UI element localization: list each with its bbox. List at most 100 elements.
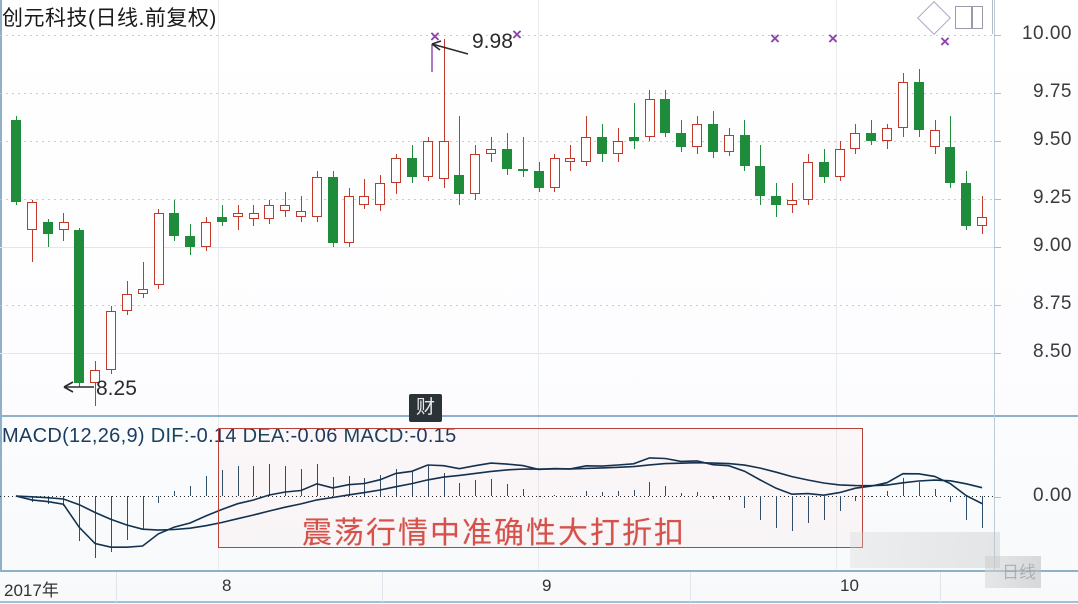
candle-body [676, 132, 686, 148]
commentary-text: 震荡行情中准确性大打折扣 [302, 517, 686, 550]
price-axis-tick [994, 141, 1001, 142]
macd-indicator-name: MACD(12,26,9) [2, 425, 145, 447]
candle-body [914, 81, 924, 131]
macd-histogram-bar [507, 484, 508, 496]
price-tick-label: 8.75 [1033, 293, 1072, 314]
period-watermark: 日线 [1002, 563, 1036, 582]
macd-histogram-bar [982, 496, 983, 528]
candle-wick [523, 136, 524, 178]
macd-panel [0, 417, 1078, 570]
macd-histogram-bar [808, 496, 809, 524]
purple-cross-marker: × [770, 29, 780, 48]
macd-histogram-bar [523, 489, 524, 496]
macd-histogram-bar [634, 490, 635, 496]
site-watermark-logo: 财 [409, 394, 442, 422]
candle-body [249, 213, 259, 220]
candle-body [550, 157, 560, 188]
candle-body [407, 157, 417, 178]
minor-gridline [116, 572, 117, 602]
candle-body [803, 162, 813, 201]
candle-body [708, 124, 718, 152]
price-axis-tick [994, 93, 1001, 94]
macd-zero-line [0, 496, 994, 497]
candle-body [439, 141, 449, 180]
macd-histogram-bar [665, 485, 666, 496]
candle-body [819, 162, 829, 178]
candle-body [534, 170, 544, 188]
macd-histogram-bar [158, 496, 159, 504]
window-icon[interactable] [955, 6, 983, 29]
price-gridline [0, 353, 994, 354]
macd-histogram-bar [554, 495, 555, 497]
diamond-icon[interactable] [917, 1, 951, 35]
macd-histogram-bar [444, 473, 445, 496]
macd-histogram-bar [79, 496, 80, 542]
bottom-border [0, 601, 1078, 603]
candle-body [43, 221, 53, 235]
price-tick-label: 10.00 [1021, 23, 1072, 44]
candle-body [502, 149, 512, 169]
candle-body [565, 157, 575, 163]
candle-body [201, 221, 211, 247]
candle-body [27, 202, 37, 231]
macd-histogram-bar [792, 496, 793, 532]
macd-histogram-bar [127, 496, 128, 541]
macd-histogram-bar [919, 481, 920, 496]
minor-gridline [690, 572, 691, 602]
candle-body [375, 183, 385, 205]
purple-cross-marker: × [512, 25, 522, 44]
candle-body [138, 289, 148, 294]
date-gridline [538, 417, 539, 570]
candle-wick [222, 204, 223, 226]
candle-body [391, 157, 401, 184]
candle-body [597, 136, 607, 154]
macd-label: MACD: [343, 425, 410, 447]
macd-histogram-bar [111, 496, 112, 552]
high-annotation-arrow [431, 40, 469, 72]
candle-body [945, 147, 955, 184]
macd-histogram-bar [349, 475, 350, 496]
macd-histogram-bar [364, 477, 365, 496]
macd-histogram-bar [143, 496, 144, 530]
candle-body [122, 293, 132, 311]
date-gridline [538, 0, 539, 415]
candle-wick [301, 196, 302, 222]
macd-histogram-bar [206, 476, 207, 496]
candle-body [518, 168, 528, 171]
candle-body [312, 177, 322, 218]
corner-artifact [985, 556, 1041, 588]
candle-body [11, 119, 21, 203]
price-tick-label: 9.75 [1033, 81, 1072, 102]
price-axis-tick [994, 247, 1001, 248]
macd-histogram-bar [301, 469, 302, 496]
macd-histogram-bar [950, 496, 951, 502]
candle-body [930, 130, 940, 148]
candle-body [106, 310, 116, 370]
price-gridline [0, 35, 994, 36]
candle-body [154, 213, 164, 286]
dea-label: DEA: [242, 425, 291, 447]
candle-body [169, 213, 179, 237]
macd-histogram-bar [491, 479, 492, 496]
macd-histogram-bar [32, 496, 33, 503]
macd-tick-label: 0.00 [1033, 485, 1072, 506]
price-axis-tick [994, 353, 1001, 354]
candle-wick [444, 39, 445, 188]
macd-histogram-bar [681, 492, 682, 496]
candle-body [787, 200, 797, 205]
macd-histogram-bar [713, 496, 714, 500]
macd-histogram-bar [760, 496, 761, 520]
candle-body [328, 177, 338, 243]
macd-histogram-bar [840, 496, 841, 512]
macd-histogram-bar [586, 490, 587, 496]
price-macd-separator [0, 415, 1078, 417]
purple-cross-marker: × [430, 27, 440, 46]
candle-wick [32, 200, 33, 262]
minor-gridline [940, 572, 941, 602]
price-tick-label: 8.50 [1033, 341, 1072, 362]
candle-body [486, 149, 496, 154]
macd-histogram-bar [539, 496, 540, 497]
price-gridline [0, 199, 994, 200]
macd-histogram-bar [459, 482, 460, 496]
